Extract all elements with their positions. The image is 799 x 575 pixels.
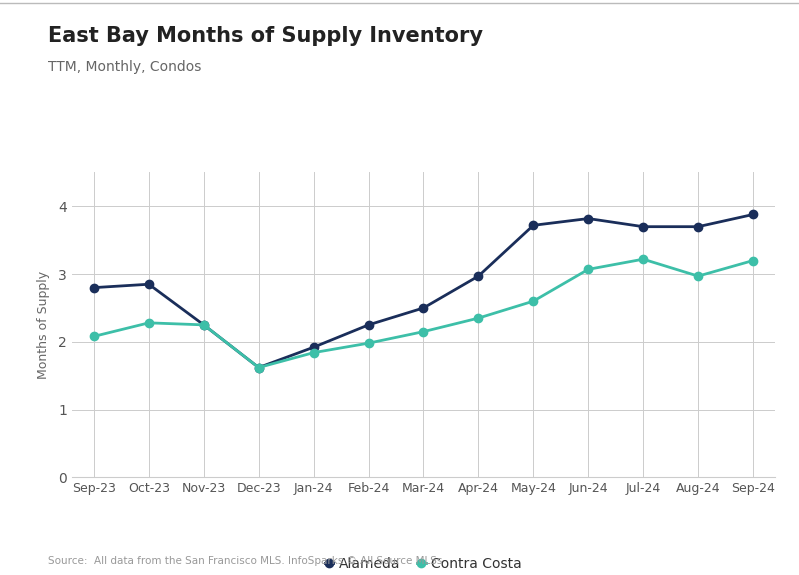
- Contra Costa: [638, 256, 648, 263]
- Contra Costa: [583, 266, 593, 273]
- Alameda: [529, 222, 539, 229]
- Alameda: [308, 344, 318, 351]
- Alameda: [364, 321, 373, 328]
- Alameda: [419, 305, 428, 312]
- Alameda: [89, 284, 99, 291]
- Contra Costa: [89, 333, 99, 340]
- Contra Costa: [529, 298, 539, 305]
- Contra Costa: [254, 364, 264, 371]
- Text: Source:  All data from the San Francisco MLS. InfoSparks © All Source MLSs: Source: All data from the San Francisco …: [48, 557, 443, 566]
- Contra Costa: [199, 321, 209, 328]
- Contra Costa: [144, 319, 153, 326]
- Alameda: [144, 281, 153, 288]
- Alameda: [583, 215, 593, 222]
- Contra Costa: [748, 257, 757, 264]
- Alameda: [748, 211, 757, 218]
- Contra Costa: [474, 315, 483, 321]
- Text: TTM, Monthly, Condos: TTM, Monthly, Condos: [48, 60, 201, 74]
- Contra Costa: [419, 328, 428, 335]
- Text: East Bay Months of Supply Inventory: East Bay Months of Supply Inventory: [48, 26, 483, 46]
- Alameda: [254, 364, 264, 371]
- Alameda: [474, 273, 483, 279]
- Line: Alameda: Alameda: [89, 210, 757, 371]
- Contra Costa: [694, 273, 703, 279]
- Y-axis label: Months of Supply: Months of Supply: [37, 271, 50, 379]
- Alameda: [694, 223, 703, 230]
- Line: Contra Costa: Contra Costa: [89, 255, 757, 371]
- Contra Costa: [308, 349, 318, 356]
- Alameda: [638, 223, 648, 230]
- Contra Costa: [364, 340, 373, 347]
- Alameda: [199, 321, 209, 328]
- Legend: Alameda, Contra Costa: Alameda, Contra Costa: [320, 551, 527, 575]
